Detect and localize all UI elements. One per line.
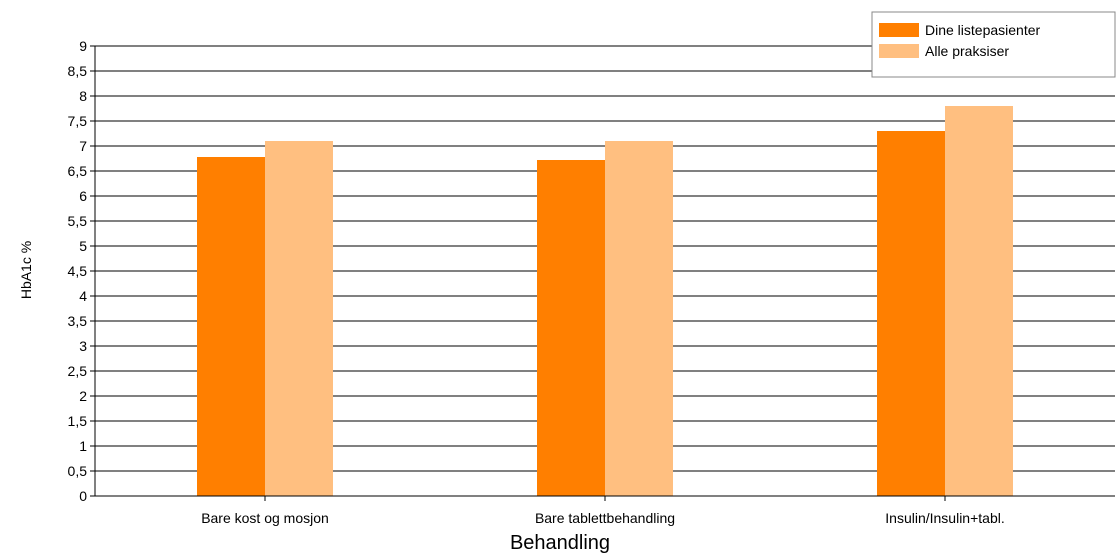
x-axis-labels: Bare kost og mosjon Bare tablettbehandlin… xyxy=(201,510,1005,526)
y-tick-label: 0,5 xyxy=(68,463,88,479)
bar xyxy=(605,141,673,496)
y-tick-label: 5 xyxy=(79,238,87,254)
y-tick-label: 1,5 xyxy=(68,413,88,429)
legend-swatch xyxy=(879,44,919,58)
y-tick-label: 8,5 xyxy=(68,63,88,79)
legend-label: Alle praksiser xyxy=(925,43,1009,59)
y-axis-ticks: 0 0,5 1 1,5 2 2,5 3 3,5 4 4,5 5 5,5 6 6,5 7 7,5 8 8,5 9 xyxy=(68,38,95,504)
y-tick-label: 4,5 xyxy=(68,263,88,279)
legend: Dine listepasienter Alle praksiser xyxy=(871,11,1116,78)
bar xyxy=(877,131,945,496)
y-tick-label: 2,5 xyxy=(68,363,88,379)
x-tick-label: Bare tablettbehandling xyxy=(535,510,675,526)
bar xyxy=(197,157,265,496)
y-tick-label: 5,5 xyxy=(68,213,88,229)
y-tick-label: 7,5 xyxy=(68,113,88,129)
bar xyxy=(945,106,1013,496)
y-tick-label: 4 xyxy=(79,288,87,304)
y-tick-label: 3,5 xyxy=(68,313,88,329)
axes xyxy=(94,46,1115,501)
y-tick-label: 0 xyxy=(79,488,87,504)
y-tick-label: 6 xyxy=(79,188,87,204)
legend-swatch xyxy=(879,23,919,37)
x-tick-label: Bare kost og mosjon xyxy=(201,510,329,526)
y-tick-label: 8 xyxy=(79,88,87,104)
bar xyxy=(537,160,605,496)
y-tick-label: 9 xyxy=(79,38,87,54)
y-tick-label: 2 xyxy=(79,388,87,404)
bars xyxy=(197,106,1013,496)
y-axis-title: HbA1c % xyxy=(18,241,34,299)
x-tick-label: Insulin/Insulin+tabl. xyxy=(885,510,1004,526)
legend-label: Dine listepasienter xyxy=(925,22,1041,38)
bar xyxy=(265,141,333,496)
y-tick-label: 6,5 xyxy=(68,163,88,179)
y-tick-label: 3 xyxy=(79,338,87,354)
x-axis-title: Behandling xyxy=(510,532,610,554)
y-tick-label: 7 xyxy=(79,138,87,154)
y-tick-label: 1 xyxy=(79,438,87,454)
